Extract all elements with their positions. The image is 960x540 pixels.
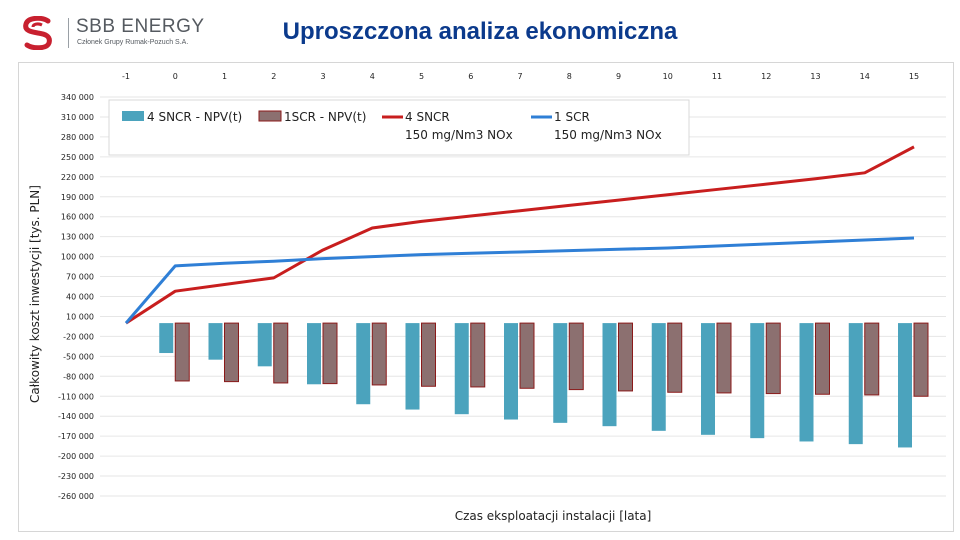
y-tick-label: 100 000 xyxy=(61,253,94,262)
bar-sncr-npv xyxy=(799,323,814,442)
y-tick-label: -50 000 xyxy=(63,352,94,361)
bar-scr-npv xyxy=(913,322,929,397)
bar-sncr-npv xyxy=(159,323,174,354)
slide-title-text: Uproszczona analiza ekonomiczna xyxy=(282,18,678,45)
bar-scr-npv xyxy=(174,322,190,382)
y-tick-label: 340 000 xyxy=(61,93,94,102)
x-tick-label: 15 xyxy=(909,72,919,81)
x-tick-label: 5 xyxy=(419,72,424,81)
legend-label-scr-line-sub: 150 mg/Nm3 NOx xyxy=(554,128,662,142)
y-tick-label: 220 000 xyxy=(61,173,94,182)
bar-sncr-npv xyxy=(553,323,568,423)
bar-scr-npv xyxy=(371,322,387,386)
x-tick-label: 13 xyxy=(810,72,820,81)
bar-sncr-npv xyxy=(208,323,223,360)
y-tick-label: -140 000 xyxy=(58,412,94,421)
bar-scr-npv xyxy=(815,322,830,395)
x-tick-label: 14 xyxy=(860,72,870,81)
bar-series xyxy=(159,322,929,448)
y-tick-label: 310 000 xyxy=(61,113,94,122)
bar-scr-npv xyxy=(421,322,436,387)
y-tick-labels: 340 000 310 000 280 000 250 000 220 000 190 0… xyxy=(58,93,94,501)
chart-legend: 4 SNCR - NPV(t) 1SCR - NPV(t) 4 SNCR 150 mg… xyxy=(108,99,690,156)
line-scr-150 xyxy=(124,236,915,325)
legend-label-sncr-line-sub: 150 mg/Nm3 NOx xyxy=(405,128,513,142)
bar-scr-npv xyxy=(864,322,880,396)
y-tick-label: -170 000 xyxy=(58,432,94,441)
y-tick-label: -80 000 xyxy=(63,372,94,381)
gridlines xyxy=(100,96,946,497)
x-tick-label: 4 xyxy=(370,72,375,81)
x-tick-label: 3 xyxy=(320,72,325,81)
bar-sncr-npv xyxy=(307,323,321,385)
y-tick-label: 130 000 xyxy=(61,233,94,242)
slide-title: Uproszczona analiza ekonomiczna xyxy=(0,18,960,46)
x-tick-labels: -1 0 1 2 3 4 5 6 7 8 9 10 11 12 13 14 15 xyxy=(122,72,919,81)
bar-scr-npv xyxy=(618,322,633,392)
bar-sncr-npv xyxy=(898,323,912,448)
bar-scr-npv xyxy=(765,322,781,395)
bar-sncr-npv xyxy=(504,323,518,420)
legend-swatch-sncr-npv xyxy=(122,111,144,121)
bar-scr-npv xyxy=(273,322,289,384)
bar-sncr-npv xyxy=(257,323,272,367)
bar-sncr-npv xyxy=(651,323,666,431)
x-tick-label: 12 xyxy=(761,72,771,81)
legend-box xyxy=(108,99,690,156)
legend-label-sncr-line: 4 SNCR xyxy=(405,110,450,124)
y-tick-label: 250 000 xyxy=(61,153,94,162)
bar-sncr-npv xyxy=(454,323,469,415)
chart-frame xyxy=(18,62,954,532)
y-tick-label: -200 000 xyxy=(58,452,94,461)
legend-label-scr-line: 1 SCR xyxy=(554,110,590,124)
y-tick-label: -230 000 xyxy=(58,472,94,481)
bar-sncr-npv xyxy=(405,323,420,410)
y-tick-label: 10 000 xyxy=(66,312,94,321)
x-tick-label: 7 xyxy=(517,72,522,81)
legend-label-scr-npv: 1SCR - NPV(t) xyxy=(284,110,366,124)
legend-swatch-scr-npv xyxy=(258,110,282,122)
y-tick-label: 40 000 xyxy=(66,293,94,302)
y-tick-label: 160 000 xyxy=(61,213,94,222)
x-tick-label: 2 xyxy=(271,72,276,81)
bar-sncr-npv xyxy=(356,323,371,405)
bar-scr-npv xyxy=(519,322,535,389)
bar-scr-npv xyxy=(568,322,584,391)
bar-sncr-npv xyxy=(701,323,715,435)
y-tick-label: 280 000 xyxy=(61,133,94,142)
x-tick-label: 6 xyxy=(468,72,473,81)
y-axis-label: Całkowity koszt inwestycji [tys. PLN] xyxy=(28,185,42,403)
x-tick-label: 10 xyxy=(663,72,673,81)
bar-scr-npv xyxy=(322,322,338,385)
logo-name: SBB ENERGY xyxy=(76,16,205,37)
x-tick-label: 8 xyxy=(567,72,572,81)
y-tick-label: 190 000 xyxy=(61,193,94,202)
company-logo: SBB ENERGY Członek Grupy Rumak-Pozuch S.… xyxy=(20,14,220,52)
logo-mark-icon xyxy=(23,16,52,50)
y-tick-label: 70 000 xyxy=(66,273,94,282)
y-tick-label: -260 000 xyxy=(58,492,94,501)
bar-scr-npv xyxy=(224,322,239,383)
line-sncr-150 xyxy=(125,145,915,325)
bar-scr-npv xyxy=(667,322,683,393)
bar-sncr-npv xyxy=(750,323,765,439)
x-tick-label: 11 xyxy=(712,72,722,81)
logo-separator xyxy=(68,18,69,48)
y-tick-label: -20 000 xyxy=(63,332,94,341)
bar-sncr-npv xyxy=(848,323,863,445)
legend-label-sncr-npv: 4 SNCR - NPV(t) xyxy=(147,110,242,124)
x-tick-label: -1 xyxy=(122,72,130,81)
x-tick-label: 0 xyxy=(173,72,178,81)
y-tick-label: -110 000 xyxy=(58,392,94,401)
bar-scr-npv xyxy=(716,322,732,394)
bar-scr-npv xyxy=(470,322,486,388)
line-series xyxy=(124,145,915,325)
x-tick-label: 1 xyxy=(222,72,227,81)
bar-sncr-npv xyxy=(602,323,617,427)
x-axis-label: Czas eksploatacji instalacji [lata] xyxy=(455,509,652,523)
logo-subtitle: Członek Grupy Rumak-Pozuch S.A. xyxy=(77,39,189,46)
x-tick-label: 9 xyxy=(616,72,621,81)
